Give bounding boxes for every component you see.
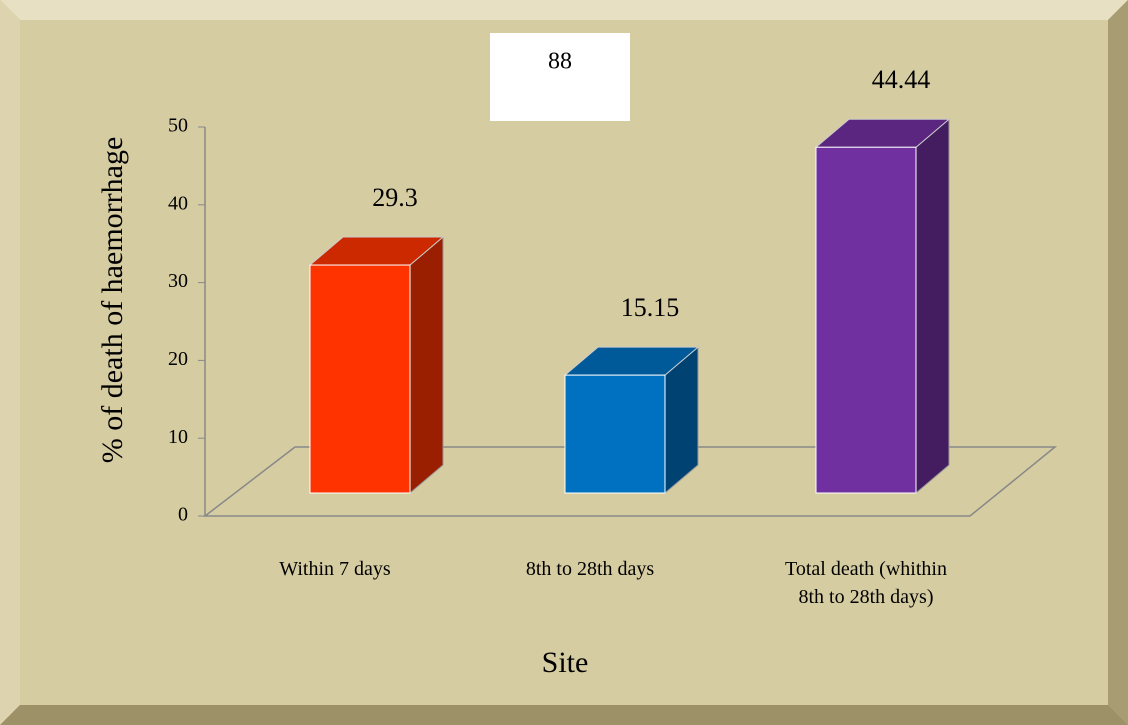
bar-side [915, 118, 950, 495]
y-axis-label: % of death of haemorrhage [96, 137, 129, 464]
y-tick-label: 40 [168, 192, 188, 214]
bar-side [409, 235, 444, 495]
y-tick-label: 30 [168, 270, 188, 292]
x-tick-label: Total death (whithin 8th to 28th days) [785, 558, 947, 608]
value-label: 15.15 [621, 293, 680, 322]
y-tick-label: 20 [168, 348, 188, 370]
bar [815, 146, 917, 494]
x-axis-label: Site [542, 646, 589, 679]
bevel-top [0, 0, 1128, 20]
annotation-box [490, 33, 630, 121]
value-label: 44.44 [872, 65, 931, 94]
y-tick-label: 0 [178, 504, 188, 526]
bar [564, 374, 666, 494]
y-tick-label: 10 [168, 426, 188, 448]
bar [309, 264, 411, 494]
x-tick-label: Within 7 days [279, 558, 391, 580]
x-tick-label: 8th to 28th days [526, 558, 655, 580]
bevel-left [0, 0, 20, 725]
bevel-bottom [0, 705, 1128, 725]
y-tick-label: 50 [168, 115, 188, 137]
value-label: 29.3 [372, 183, 418, 212]
floor [202, 446, 1058, 517]
bevel-right [1108, 0, 1128, 725]
annotation: 88 [548, 49, 572, 75]
